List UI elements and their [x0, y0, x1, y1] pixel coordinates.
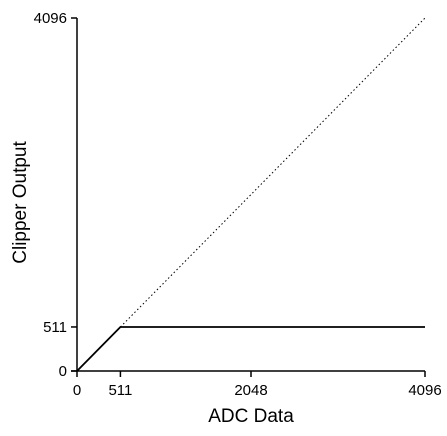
y-tick-label: 0 — [59, 363, 67, 380]
x-tick-label: 4096 — [408, 382, 441, 399]
series-layer — [76, 17, 426, 372]
x-tick-label: 511 — [108, 382, 132, 399]
series-line-solid — [76, 326, 425, 372]
y-tick-label: 511 — [43, 319, 67, 336]
x-ticks: 0 511 2048 4096 — [73, 371, 442, 399]
series-line-dotted — [120, 17, 426, 328]
x-tick-label: 0 — [73, 382, 81, 399]
x-axis-title: ADC Data — [208, 406, 294, 427]
y-tick-label: 4096 — [34, 10, 67, 27]
y-ticks: 0 511 4096 — [34, 10, 77, 380]
x-tick-label: 2048 — [234, 382, 267, 399]
y-axis-title: Clipper Output — [10, 141, 31, 264]
